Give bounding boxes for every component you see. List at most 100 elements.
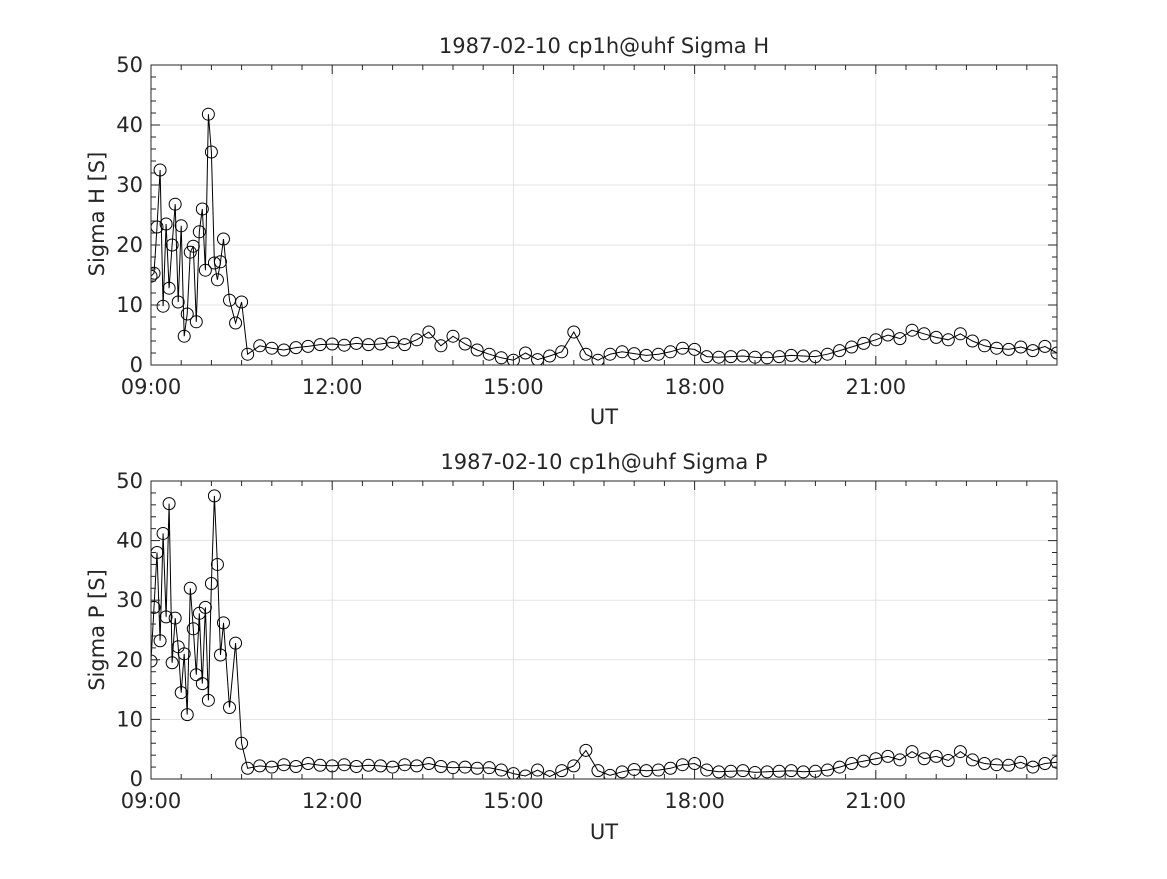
data-point (151, 654, 158, 668)
data-point (180, 708, 194, 722)
data-point (410, 333, 424, 347)
data-point (941, 333, 955, 347)
data-point (174, 686, 188, 700)
data-point (156, 526, 170, 540)
data-point (881, 749, 895, 763)
data-point (201, 693, 215, 707)
y-tick-label: 50 (116, 469, 143, 493)
data-point (168, 611, 182, 625)
data-point (422, 325, 436, 339)
y-tick-label: 30 (116, 588, 143, 612)
data-point (201, 107, 215, 121)
data-point (579, 347, 593, 361)
data-point (207, 489, 221, 503)
chart-panel-sigma-h: 1987-02-10 cp1h@uhf Sigma H UT Sigma H [… (85, 34, 1058, 429)
data-point (845, 340, 859, 354)
y-axis-label: Sigma P [S] (85, 569, 109, 691)
data-point (531, 353, 545, 365)
data-point (579, 743, 593, 757)
data-series (151, 107, 1057, 365)
x-axis-label: UT (590, 820, 618, 844)
data-point (177, 329, 191, 343)
data-point (917, 327, 931, 341)
data-point (183, 245, 197, 259)
data-point (434, 339, 448, 353)
x-tick-label: 12:00 (302, 789, 363, 813)
x-tick-label: 15:00 (483, 375, 544, 399)
data-point (162, 497, 176, 511)
data-point (153, 634, 167, 648)
data-point (1026, 344, 1040, 358)
data-point (929, 749, 943, 763)
y-tick-label: 50 (116, 53, 143, 77)
data-point (223, 700, 237, 714)
data-point (978, 339, 992, 353)
data-point (1002, 758, 1016, 772)
data-point (857, 336, 871, 350)
data-point (210, 557, 224, 571)
data-point (398, 338, 412, 352)
data-point (953, 327, 967, 341)
data-point (1050, 346, 1057, 360)
data-point (195, 677, 209, 691)
data-point (229, 316, 243, 330)
data-point (1014, 755, 1028, 769)
data-point (482, 347, 496, 361)
data-point (241, 761, 255, 775)
data-point (253, 339, 267, 353)
data-point (235, 736, 249, 750)
data-point (531, 763, 545, 777)
data-point (820, 347, 834, 361)
data-point (386, 760, 400, 774)
data-point (869, 333, 883, 347)
data-point (833, 344, 847, 358)
data-point (204, 577, 218, 591)
data-point (663, 345, 677, 359)
data-point (151, 266, 161, 280)
data-point (165, 238, 179, 252)
data-point (159, 610, 173, 624)
data-point (235, 295, 249, 309)
data-point (159, 217, 173, 231)
data-point (289, 759, 303, 773)
y-tick-label: 10 (116, 707, 143, 731)
data-point (229, 636, 243, 650)
x-tick-label: 21:00 (846, 375, 907, 399)
y-tick-label: 40 (116, 113, 143, 137)
series-line (151, 495, 1057, 778)
data-point (151, 600, 161, 614)
x-tick-label: 21:00 (846, 789, 907, 813)
axes-box (150, 64, 1058, 366)
data-point (555, 764, 569, 778)
data-point (210, 273, 224, 287)
y-tick-label: 40 (116, 529, 143, 553)
data-point (171, 295, 185, 309)
data-point (869, 752, 883, 766)
data-point (543, 349, 557, 363)
ticks (150, 480, 1058, 780)
data-point (204, 145, 218, 159)
x-tick-label: 18:00 (664, 789, 725, 813)
data-series (151, 489, 1057, 779)
data-point (153, 163, 167, 177)
data-point (1014, 340, 1028, 354)
data-point (446, 329, 460, 343)
data-point (518, 346, 532, 360)
x-axis-label: UT (590, 405, 618, 429)
x-tick-label: 12:00 (302, 375, 363, 399)
data-point (893, 753, 907, 767)
data-point (174, 219, 188, 233)
data-point (603, 347, 617, 361)
data-point (555, 345, 569, 359)
data-point (494, 763, 508, 777)
data-point (207, 256, 221, 270)
data-point (183, 581, 197, 595)
data-point (651, 347, 665, 361)
y-tick-label: 30 (116, 173, 143, 197)
data-point (929, 330, 943, 344)
data-point (189, 315, 203, 329)
x-tick-label: 15:00 (483, 789, 544, 813)
data-point (941, 754, 955, 768)
data-point (213, 255, 227, 269)
